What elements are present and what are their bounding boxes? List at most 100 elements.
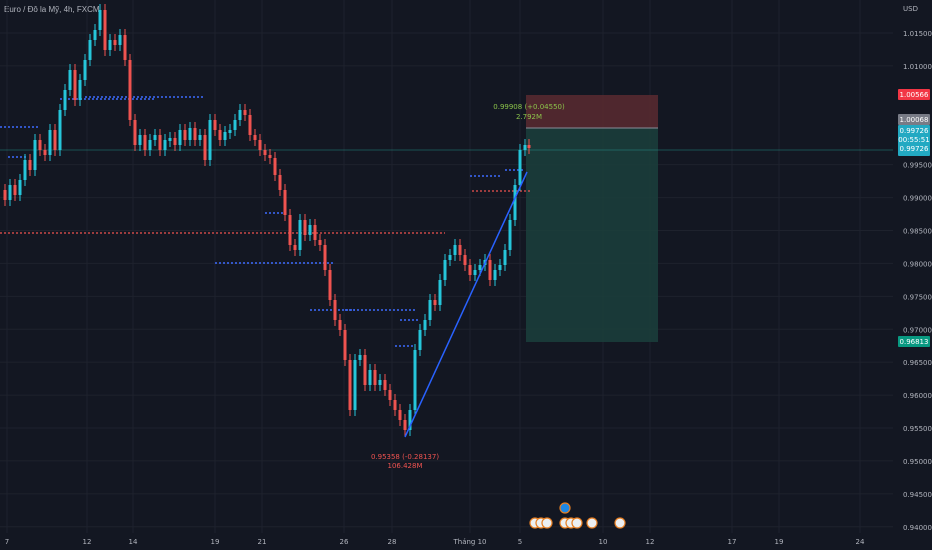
candle-body [73, 70, 77, 100]
candle-body [288, 215, 292, 245]
candle-body [498, 265, 502, 270]
price-tick-label: 0.95000 [903, 458, 932, 466]
time-axis[interactable]: 7 12 14 19 21 26 28 Tháng 10 5 10 12 17 19 24 [0, 533, 893, 550]
price-tick-label: 0.99000 [903, 195, 932, 203]
price-tick-label: 0.94000 [903, 524, 932, 532]
candle-body [58, 110, 62, 150]
candle-body [163, 140, 167, 150]
candle-body [293, 245, 297, 250]
time-tick-label: 26 [340, 538, 349, 546]
candle-body [478, 265, 482, 270]
candles [3, 4, 531, 436]
candle-body [118, 35, 122, 45]
candle-body [78, 80, 82, 100]
candle-body [488, 260, 492, 280]
target-price-badge [898, 336, 930, 347]
candle-body [468, 265, 472, 275]
symbol-title[interactable]: Euro / Đô la Mỹ, 4h, FXCM [4, 5, 100, 14]
swing-high-volume: 2.792M [516, 113, 542, 121]
candle-body [333, 300, 337, 320]
candle-body [433, 300, 437, 305]
grid-lines [0, 0, 893, 533]
candle-body [438, 280, 442, 305]
price-tick-label: 0.96500 [903, 359, 932, 367]
time-tick-label: 21 [258, 538, 267, 546]
candle-body [83, 60, 87, 80]
swing-high-label: 0.99908 (+0.04550) [493, 103, 565, 111]
trend-line[interactable] [404, 171, 528, 438]
candle-body [178, 130, 182, 145]
candle-body [233, 120, 237, 130]
candle-body [263, 150, 267, 155]
candle-body [283, 190, 287, 215]
candle-body [453, 245, 457, 255]
swing-low-label: 0.95358 (-0.28137) [371, 453, 439, 461]
time-tick-label: 19 [211, 538, 220, 546]
candle-body [493, 270, 497, 280]
candle-body [258, 140, 262, 150]
candle-body [353, 360, 357, 410]
time-tick-label: Tháng 10 [452, 538, 486, 546]
candle-body [313, 225, 317, 240]
current-price-badge-text-2: 0.99726 [900, 145, 929, 153]
candle-body [183, 130, 187, 140]
candle-body [123, 35, 127, 60]
currency-label: USD [903, 5, 918, 13]
candle-body [113, 40, 117, 45]
economic-events[interactable] [529, 502, 626, 529]
candle-body [198, 135, 202, 140]
candle-body [503, 250, 507, 265]
candle-body [238, 110, 242, 120]
candle-body [213, 120, 217, 130]
candle-body [513, 185, 517, 220]
candle-body [443, 260, 447, 280]
candle-body [338, 320, 342, 330]
price-axis[interactable]: USD 1.01500 1.01000 0.99500 0.99000 0.98500 0… [893, 0, 932, 550]
event-flag-icon [559, 502, 571, 514]
price-tick-label: 0.96000 [903, 392, 932, 400]
candle-body [378, 380, 382, 385]
time-tick-label: 10 [599, 538, 608, 546]
candle-body [103, 10, 107, 50]
candle-body [448, 255, 452, 260]
candle-body [398, 410, 402, 420]
candle-body [223, 132, 227, 140]
candle-body [473, 270, 477, 275]
time-tick-label: 28 [388, 538, 397, 546]
candle-body [523, 145, 527, 150]
candle-body [28, 160, 32, 170]
candle-body [373, 370, 377, 385]
time-tick-label: 14 [129, 538, 138, 546]
candle-body [348, 360, 352, 410]
current-price-badge-text: 0.99726 [900, 127, 929, 135]
candle-body [358, 355, 362, 360]
candle-body [518, 150, 522, 185]
candle-body [18, 180, 22, 195]
time-tick-label: 24 [856, 538, 865, 546]
candle-body [173, 138, 177, 145]
candle-body [138, 135, 142, 145]
price-tick-label: 0.94500 [903, 491, 932, 499]
candle-body [388, 390, 392, 400]
take-profit-zone[interactable] [526, 128, 658, 342]
candle-body [418, 330, 422, 350]
candle-body [98, 10, 102, 30]
candle-body [128, 60, 132, 120]
price-tick-label: 0.95500 [903, 425, 932, 433]
candle-body [508, 220, 512, 250]
stop-loss-zone[interactable] [526, 95, 658, 128]
candle-body [463, 255, 467, 265]
price-tick-label: 1.01000 [903, 63, 932, 71]
candle-body [63, 90, 67, 110]
candle-body [158, 135, 162, 150]
candle-body [273, 158, 277, 175]
time-tick-label: 17 [728, 538, 737, 546]
candle-body [188, 128, 192, 140]
candle-body [8, 185, 12, 200]
candle-body [88, 40, 92, 60]
candle-body [308, 225, 312, 235]
candle-body [108, 40, 112, 50]
candle-body [408, 410, 412, 430]
candle-body [208, 120, 212, 160]
